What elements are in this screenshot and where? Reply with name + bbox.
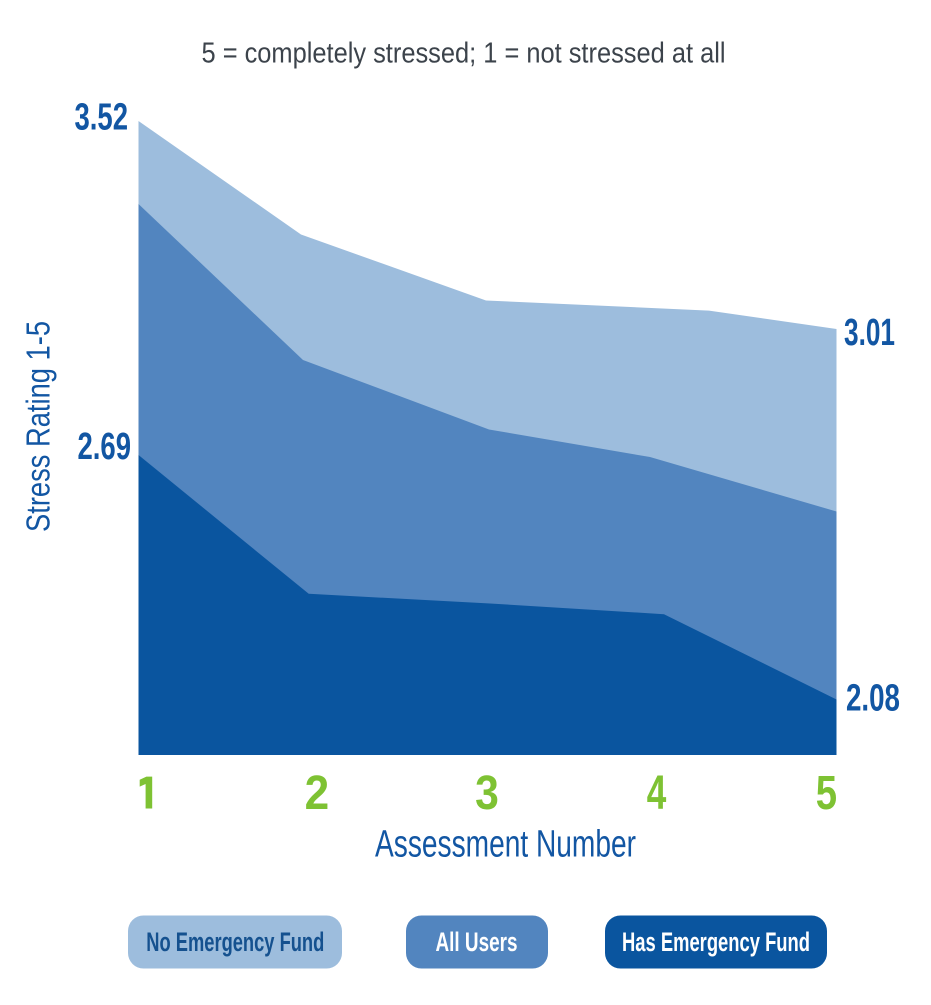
svg-text:3.52: 3.52 (75, 97, 129, 139)
svg-text:No Emergency Fund: No Emergency Fund (146, 927, 324, 957)
svg-text:4: 4 (647, 765, 667, 819)
svg-text:Stress Rating 1-5: Stress Rating 1-5 (19, 321, 56, 532)
svg-text:2: 2 (305, 765, 330, 819)
svg-text:5 = completely stressed; 1 = n: 5 = completely stressed; 1 = not stresse… (202, 38, 726, 70)
svg-text:5: 5 (816, 766, 837, 820)
svg-text:All Users: All Users (436, 927, 518, 957)
svg-text:Assessment Number: Assessment Number (375, 823, 636, 865)
svg-text:Has Emergency Fund: Has Emergency Fund (622, 927, 810, 957)
svg-text:2.08: 2.08 (846, 678, 900, 720)
svg-text:3: 3 (475, 765, 499, 819)
svg-text:3.01: 3.01 (844, 312, 895, 354)
svg-text:2.69: 2.69 (78, 426, 132, 468)
